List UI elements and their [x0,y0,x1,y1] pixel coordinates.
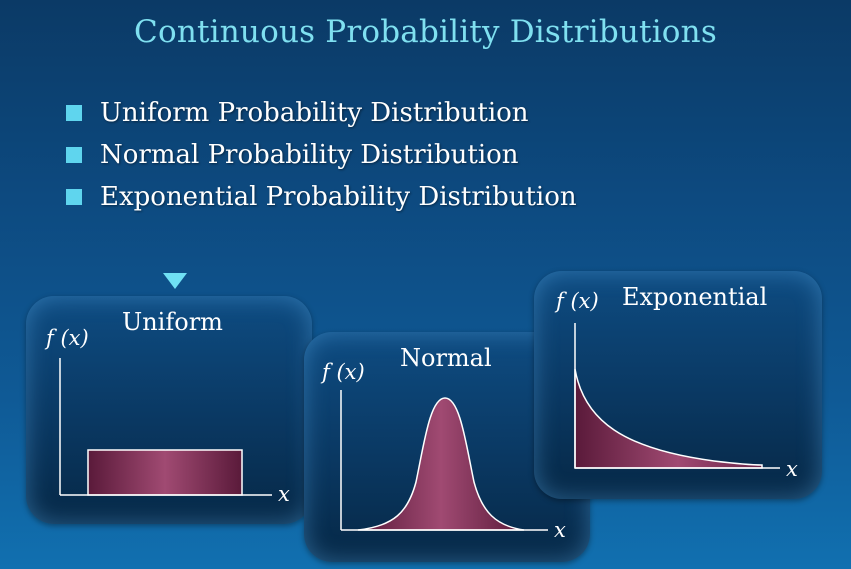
bullet-item: Exponential Probability Distribution [66,176,577,218]
square-bullet-icon [66,147,82,163]
x-axis-label: x [554,518,566,542]
panel-title: Normal [400,344,492,372]
y-axis-label: f (x) [556,289,599,313]
y-axis-label: f (x) [46,326,89,350]
uniform-plot [59,358,272,496]
exponential-density-area [574,368,763,469]
bullet-text: Normal Probability Distribution [100,140,519,170]
normal-density-area [357,397,525,531]
slide-title: Continuous Probability Distributions [134,14,717,50]
exponential-panel: Exponential f (x) x [534,271,822,499]
uniform-panel: Uniform f (x) x [26,296,312,524]
normal-plot [340,390,548,531]
bullet-text: Uniform Probability Distribution [100,98,529,128]
bullet-list: Uniform Probability Distribution Normal … [66,92,577,218]
uniform-density-area [87,449,243,496]
panel-title: Uniform [122,308,223,336]
x-axis-label: x [786,457,798,481]
bullet-item: Normal Probability Distribution [66,134,577,176]
y-axis-label: f (x) [322,360,365,384]
triangle-pointer-icon [163,273,187,289]
bullet-item: Uniform Probability Distribution [66,92,577,134]
x-axis-label: x [278,482,290,506]
square-bullet-icon [66,105,82,121]
exponential-plot [574,323,780,469]
square-bullet-icon [66,189,82,205]
bullet-text: Exponential Probability Distribution [100,182,577,212]
panel-title: Exponential [622,283,768,311]
